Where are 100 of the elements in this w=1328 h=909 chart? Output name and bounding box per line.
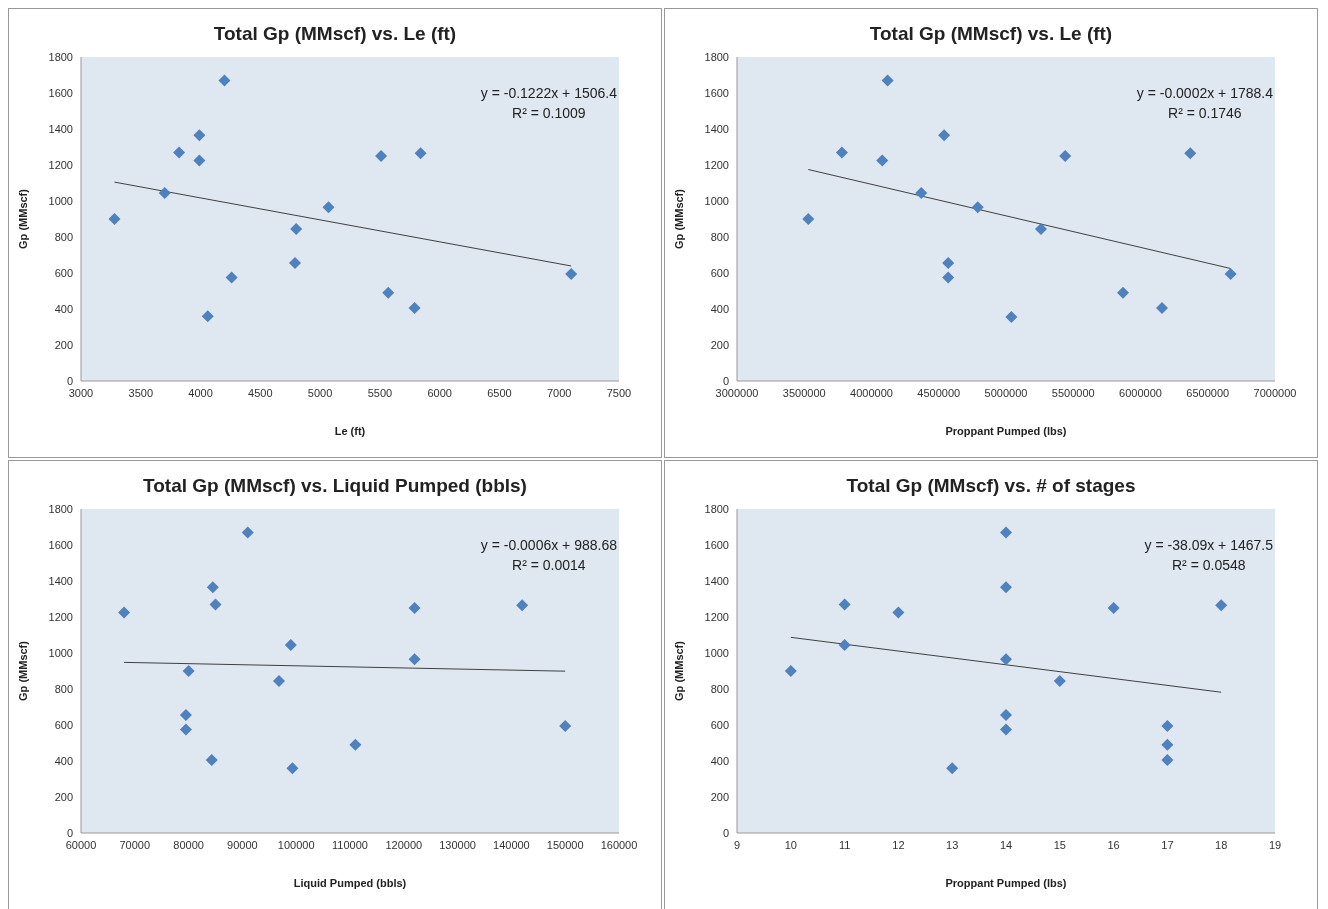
y-tick-label: 200	[54, 338, 73, 351]
point	[1000, 723, 1012, 736]
y-tick-label: 400	[54, 754, 73, 767]
point	[375, 150, 388, 162]
y-tick-label: 1800	[48, 50, 73, 63]
x-tick-label: 7000000	[1253, 386, 1297, 399]
y-tick-label: 800	[710, 230, 729, 243]
x-tick-label: 7000	[546, 386, 572, 399]
x-tick-label: 90000	[227, 838, 258, 851]
y-tick-label: 600	[54, 266, 73, 279]
x-axis-title: Liquid Pumped (bbls)	[293, 876, 407, 889]
point	[565, 267, 578, 280]
x-tick-label: 4500	[248, 386, 273, 399]
annotation: R² = 0.0014	[511, 556, 587, 575]
point	[838, 598, 851, 611]
x-tick-label: 17	[1161, 838, 1174, 851]
point	[408, 602, 421, 614]
point	[915, 186, 928, 199]
x-tick-label: 4500000	[917, 386, 961, 399]
point	[1005, 311, 1018, 324]
x-tick-label: 4000	[188, 386, 213, 399]
point	[284, 638, 297, 651]
x-tick-label: 15	[1053, 838, 1066, 851]
point	[971, 201, 984, 214]
y-tick-label: 1000	[704, 646, 729, 659]
chart-title: Total Gp (MMscf) vs. Le (ft)	[212, 23, 458, 46]
y-tick-label: 0	[66, 826, 73, 839]
point	[1000, 526, 1012, 539]
y-tick-label: 800	[54, 230, 73, 243]
x-tick-label: 4000000	[850, 386, 893, 399]
x-tick-label: 140000	[493, 838, 530, 851]
y-tick-label: 800	[710, 682, 729, 695]
x-tick-label: 5500000	[1051, 386, 1095, 399]
x-tick-label: 6500000	[1186, 386, 1230, 399]
y-tick-label: 1200	[704, 610, 729, 623]
point	[838, 638, 851, 651]
x-tick-label: 13	[946, 838, 959, 851]
point	[784, 665, 797, 677]
y-tick-label: 1600	[704, 86, 729, 99]
point	[182, 665, 195, 677]
annotation: y = -38.09x + 1467.5	[1144, 536, 1273, 555]
y-tick-label: 1400	[48, 574, 73, 587]
point	[881, 74, 894, 87]
point	[193, 129, 206, 142]
y-tick-label: 1800	[48, 502, 73, 515]
point	[158, 186, 171, 199]
point	[408, 653, 421, 666]
x-tick-label: 160000	[600, 838, 638, 851]
x-tick-label: 80000	[173, 838, 204, 851]
y-tick-label: 400	[54, 302, 73, 315]
point	[1034, 222, 1047, 235]
y-tick-label: 800	[54, 682, 73, 695]
point	[1161, 719, 1174, 732]
x-tick-label: 150000	[546, 838, 584, 851]
point	[1059, 150, 1072, 162]
y-axis-title: Gp (MMscf)	[672, 188, 685, 249]
annotation: R² = 0.1746	[1167, 104, 1243, 123]
y-tick-label: 1800	[704, 50, 729, 63]
x-tick-label: 6500	[487, 386, 512, 399]
point	[802, 213, 815, 225]
x-tick-label: 110000	[332, 838, 368, 851]
x-axis-title: Proppant Pumped (lbs)	[945, 424, 1067, 437]
point	[946, 762, 959, 775]
point	[289, 257, 301, 270]
point	[173, 146, 186, 159]
point	[108, 213, 121, 225]
x-tick-label: 10	[784, 838, 797, 851]
x-tick-label: 3500000	[782, 386, 826, 399]
point	[1000, 581, 1012, 594]
y-tick-label: 0	[722, 374, 729, 387]
x-tick-label: 3000000	[715, 386, 759, 399]
x-tick-label: 18	[1215, 838, 1228, 851]
y-axis-title: Gp (MMscf)	[16, 188, 29, 249]
annotation: R² = 0.1009	[511, 104, 587, 123]
y-tick-label: 1200	[48, 158, 73, 171]
x-tick-label: 120000	[385, 838, 423, 851]
point	[241, 526, 254, 539]
y-tick-label: 1400	[48, 122, 73, 135]
point	[179, 709, 192, 722]
point	[201, 310, 214, 323]
y-tick-label: 600	[54, 718, 73, 731]
y-tick-label: 1200	[704, 158, 729, 171]
x-axis-title: Le (ft)	[334, 424, 366, 437]
point	[286, 762, 299, 775]
y-axis-title: Gp (MMscf)	[672, 640, 685, 701]
y-tick-label: 1000	[48, 646, 73, 659]
annotation: y = -0.1222x + 1506.4	[480, 84, 617, 103]
point	[382, 286, 395, 299]
y-tick-label: 600	[710, 266, 729, 279]
point	[322, 201, 335, 214]
x-tick-label: 60000	[65, 838, 97, 851]
point	[1000, 653, 1012, 666]
x-tick-label: 19	[1268, 838, 1282, 851]
x-tick-label: 14	[999, 838, 1013, 851]
point	[1161, 738, 1174, 751]
point	[193, 154, 206, 167]
point	[290, 222, 303, 235]
y-tick-label: 1000	[704, 194, 729, 207]
y-tick-label: 1400	[704, 122, 729, 135]
point	[414, 147, 427, 160]
